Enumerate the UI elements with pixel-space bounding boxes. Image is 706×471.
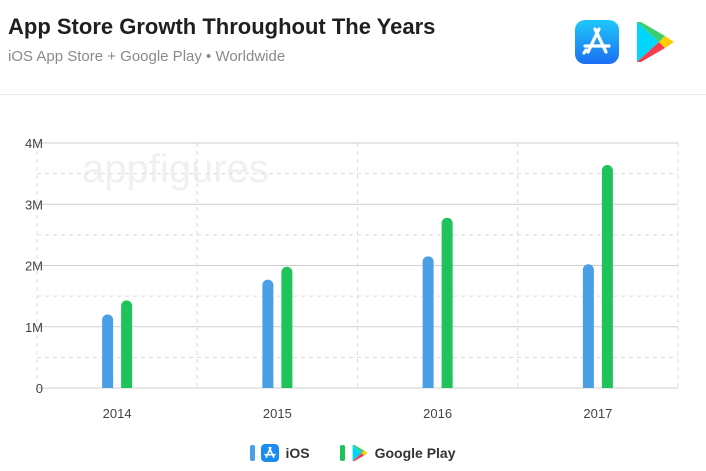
bar-google-play-2015 bbox=[281, 266, 293, 388]
bar-ios-2014 bbox=[102, 314, 114, 388]
header: App Store Growth Throughout The Years iO… bbox=[0, 0, 706, 95]
legend-swatch-google-play bbox=[339, 445, 345, 461]
app-store-icon bbox=[261, 444, 280, 462]
bar-base-google-play-2017 bbox=[601, 382, 613, 388]
y-tick-label: 3M bbox=[25, 197, 43, 212]
x-tick-label: 2014 bbox=[103, 406, 132, 421]
x-tick-label: 2017 bbox=[583, 406, 612, 421]
watermark: appfigures bbox=[82, 147, 269, 191]
bar-base-google-play-2014 bbox=[121, 382, 133, 388]
bar-google-play-2016 bbox=[441, 217, 453, 388]
bar-base-ios-2017 bbox=[582, 382, 594, 388]
y-tick-label: 1M bbox=[25, 320, 43, 335]
bar-base-google-play-2015 bbox=[281, 382, 293, 388]
bar-ios-2016 bbox=[422, 256, 434, 388]
bar-base-ios-2014 bbox=[102, 382, 114, 388]
chart-bars bbox=[102, 165, 613, 388]
chart-grid bbox=[36, 142, 679, 389]
legend-item-google-play[interactable]: Google Play bbox=[339, 444, 456, 462]
bar-base-ios-2016 bbox=[422, 382, 434, 388]
bar-ios-2015 bbox=[262, 279, 274, 388]
bar-base-ios-2015 bbox=[262, 382, 274, 388]
y-tick-label: 4M bbox=[25, 136, 43, 151]
legend-label-ios: iOS bbox=[285, 445, 310, 461]
page-title: App Store Growth Throughout The Years bbox=[8, 14, 436, 39]
x-tick-label: 2016 bbox=[423, 406, 452, 421]
x-axis: 2014 2015 2016 2017 bbox=[103, 406, 613, 421]
bar-base-google-play-2016 bbox=[441, 382, 453, 388]
y-axis: 0 1M 2M 3M 4M bbox=[25, 136, 43, 396]
bar-google-play-2017 bbox=[601, 165, 613, 388]
bar-google-play-2014 bbox=[121, 300, 133, 388]
y-tick-label: 2M bbox=[25, 259, 43, 274]
legend-item-ios[interactable]: iOS bbox=[250, 444, 310, 462]
google-play-icon bbox=[352, 444, 368, 462]
bar-ios-2017 bbox=[582, 264, 594, 388]
google-play-icon bbox=[637, 22, 674, 62]
y-tick-label: 0 bbox=[36, 381, 43, 396]
app-store-icon bbox=[575, 20, 619, 64]
page-subtitle: iOS App Store + Google Play • Worldwide bbox=[8, 48, 286, 65]
legend-swatch-ios bbox=[250, 445, 256, 461]
legend-label-google-play: Google Play bbox=[374, 445, 456, 461]
legend: iOS Google Play bbox=[0, 440, 706, 466]
bar-chart: appfigures 0 1M 2M 3M 4M 2014 2015 2016 2017 bbox=[25, 136, 679, 421]
x-tick-label: 2015 bbox=[263, 406, 292, 421]
